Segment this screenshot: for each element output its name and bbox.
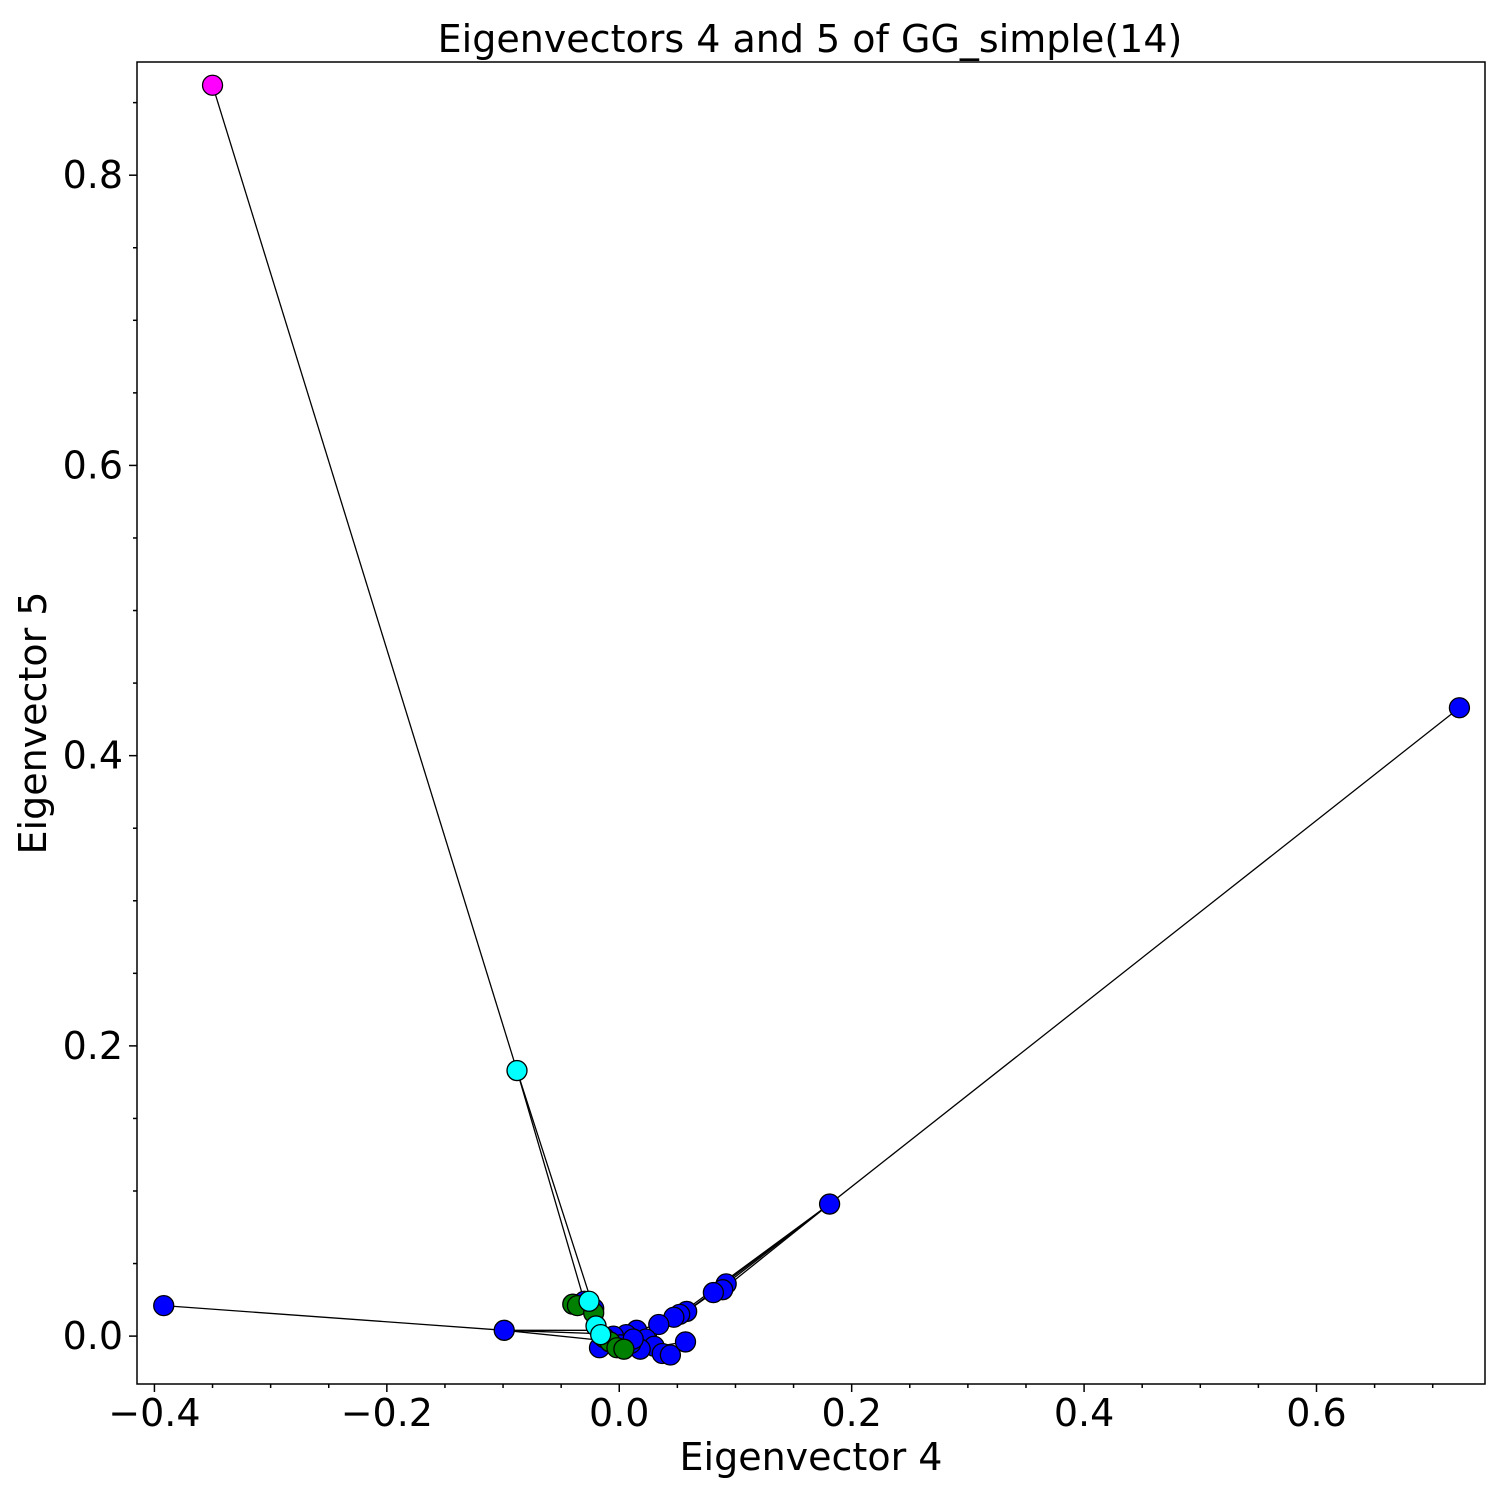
graph-edge (163, 1304, 505, 1331)
x-axis-label: Eigenvector 4 (680, 1435, 943, 1479)
graph-node-cyan (506, 1059, 528, 1082)
graph-node-blue (818, 1193, 841, 1215)
graph-edge (679, 1203, 830, 1315)
graph-edge (722, 1203, 830, 1291)
y-axis: 0.0 0.2 0.4 0.6 0.8 (63, 101, 137, 1358)
graph-node-cyan (590, 1324, 612, 1346)
graph-node-blue (659, 1344, 682, 1366)
graph-node-blue (648, 1313, 670, 1336)
graph-node-blue (702, 1281, 725, 1304)
nodes-layer (153, 74, 1471, 1366)
graph-node-blue (674, 1331, 697, 1353)
y-tick-label: 0.0 (63, 1314, 123, 1358)
x-axis: −0.4 −0.2 0.0 0.2 0.4 0.6 (108, 1384, 1434, 1435)
x-tick-label: −0.4 (108, 1391, 200, 1435)
y-tick-label: 0.2 (63, 1024, 123, 1068)
graph-edge (516, 1070, 586, 1302)
x-tick-label: 0.6 (1286, 1391, 1346, 1435)
x-tick-label: 0.2 (821, 1391, 881, 1435)
graph-edge (516, 1070, 595, 1309)
chart-title: Eigenvectors 4 and 5 of GG_simple(14) (438, 17, 1183, 61)
graph-node-green (613, 1338, 635, 1360)
y-axis-label: Eigenvector 5 (11, 592, 55, 855)
graph-edge (829, 707, 1460, 1205)
y-tick-label: 0.8 (63, 153, 123, 197)
graph-node-cyan (578, 1290, 600, 1312)
graph-edge (211, 85, 518, 1071)
x-tick-label: 0.4 (1054, 1391, 1114, 1435)
y-tick-label: 0.6 (63, 443, 123, 487)
y-tick-label: 0.4 (63, 734, 123, 778)
graph-node-magenta (201, 74, 224, 96)
x-tick-label: 0.0 (589, 1391, 649, 1435)
graph-node-blue (1448, 697, 1471, 719)
x-tick-label: −0.2 (341, 1391, 433, 1435)
graph-node-blue (493, 1319, 515, 1341)
edges-layer (163, 85, 1460, 1356)
graph-node-blue (153, 1294, 175, 1317)
plot-frame (136, 61, 1486, 1385)
